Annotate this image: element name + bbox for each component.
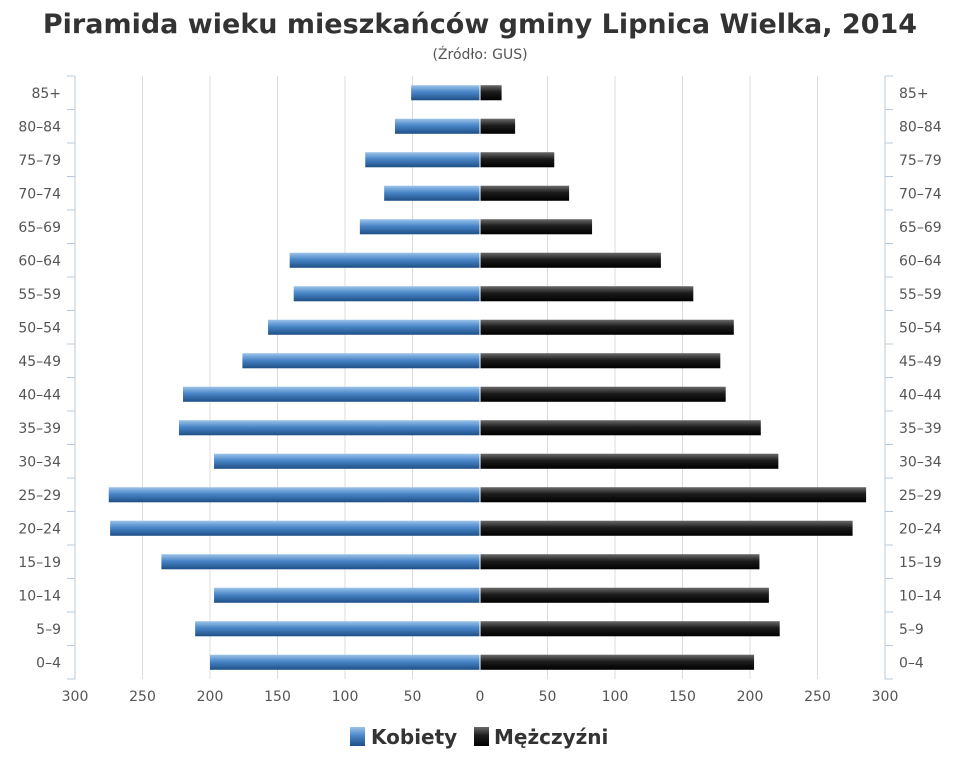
age-label-left-17: 0–4: [36, 655, 61, 671]
bar-kobiety-7[interactable]: [268, 319, 480, 335]
x-tick-label-9: 150: [669, 689, 696, 705]
bar-mezczyzni-4[interactable]: [480, 219, 593, 235]
bar-kobiety-5[interactable]: [289, 252, 480, 268]
x-tick-label-3: 150: [264, 689, 291, 705]
x-tick-label-0: 300: [62, 689, 89, 705]
x-tick-label-1: 250: [129, 689, 156, 705]
legend-swatch-mezczyzni[interactable]: [474, 727, 489, 746]
age-label-right-13: 20–24: [899, 521, 942, 537]
axes: [67, 75, 893, 680]
x-tick-label-12: 300: [872, 689, 899, 705]
age-label-right-5: 60–64: [899, 253, 942, 269]
age-label-right-16: 5–9: [899, 622, 924, 638]
age-label-left-2: 75–79: [18, 153, 61, 169]
bar-mezczyzni-14[interactable]: [480, 554, 760, 570]
chart-subtitle: (Źródło: GUS): [432, 45, 527, 63]
x-tick-label-6: 0: [476, 689, 485, 705]
bar-mezczyzni-13[interactable]: [480, 520, 853, 536]
legend-label-mezczyzni[interactable]: Mężczyźni: [494, 725, 608, 749]
age-label-left-16: 5–9: [36, 622, 61, 638]
age-label-right-4: 65–69: [899, 220, 942, 236]
age-label-left-5: 60–64: [18, 253, 61, 269]
age-label-left-4: 65–69: [18, 220, 61, 236]
age-label-right-7: 50–54: [899, 320, 942, 336]
bar-mezczyzni-9[interactable]: [480, 386, 726, 402]
bar-kobiety-6[interactable]: [293, 286, 480, 302]
bar-kobiety-2[interactable]: [365, 152, 480, 168]
age-label-right-9: 40–44: [899, 387, 942, 403]
bar-kobiety-13[interactable]: [110, 520, 480, 536]
age-label-left-7: 50–54: [18, 320, 61, 336]
age-label-right-2: 75–79: [899, 153, 942, 169]
bar-mezczyzni-17[interactable]: [480, 654, 755, 670]
bar-mezczyzni-10[interactable]: [480, 420, 761, 436]
age-label-left-1: 80–84: [18, 119, 61, 135]
x-tick-label-4: 100: [332, 689, 359, 705]
legend-label-kobiety[interactable]: Kobiety: [371, 725, 457, 749]
bar-mezczyzni-3[interactable]: [480, 185, 570, 201]
age-label-left-6: 55–59: [18, 287, 61, 303]
age-label-right-0: 85+: [899, 86, 929, 102]
age-label-right-12: 25–29: [899, 488, 942, 504]
bar-kobiety-4[interactable]: [359, 219, 480, 235]
bar-kobiety-17[interactable]: [210, 654, 480, 670]
x-tick-label-7: 50: [539, 689, 557, 705]
bar-mezczyzni-7[interactable]: [480, 319, 734, 335]
bar-mezczyzni-11[interactable]: [480, 453, 779, 469]
age-label-left-8: 45–49: [18, 354, 61, 370]
age-label-right-1: 80–84: [899, 119, 942, 135]
age-label-right-17: 0–4: [899, 655, 924, 671]
age-label-right-10: 35–39: [899, 421, 942, 437]
bar-mezczyzni-1[interactable]: [480, 118, 516, 134]
age-label-right-15: 10–14: [899, 588, 942, 604]
age-label-left-13: 20–24: [18, 521, 61, 537]
bar-mezczyzni-0[interactable]: [480, 85, 502, 101]
y-tick-labels: 85+ 85+ 80–84 80–84 75–79 75–79 70–74 70–74 65–6…: [18, 86, 941, 672]
bar-kobiety-3[interactable]: [384, 185, 480, 201]
age-label-left-12: 25–29: [18, 488, 61, 504]
bar-mezczyzni-15[interactable]: [480, 587, 769, 603]
bar-mezczyzni-16[interactable]: [480, 621, 780, 637]
x-tick-label-2: 200: [197, 689, 224, 705]
x-tick-label-11: 250: [804, 689, 831, 705]
age-label-right-11: 30–34: [899, 454, 942, 470]
bar-kobiety-8[interactable]: [242, 353, 480, 369]
bar-mezczyzni-6[interactable]: [480, 286, 694, 302]
age-label-left-14: 15–19: [18, 555, 61, 571]
bar-kobiety-9[interactable]: [183, 386, 480, 402]
legend-swatch-kobiety[interactable]: [350, 727, 365, 746]
bar-kobiety-15[interactable]: [214, 587, 481, 603]
age-label-right-6: 55–59: [899, 287, 942, 303]
bars: [108, 85, 867, 670]
bar-kobiety-10[interactable]: [178, 420, 480, 436]
bar-kobiety-0[interactable]: [411, 85, 480, 101]
bar-kobiety-11[interactable]: [214, 453, 481, 469]
bar-mezczyzni-2[interactable]: [480, 152, 555, 168]
bar-kobiety-14[interactable]: [161, 554, 480, 570]
age-label-left-9: 40–44: [18, 387, 61, 403]
chart-title: Piramida wieku mieszkańców gminy Lipnica…: [43, 9, 917, 40]
bar-kobiety-1[interactable]: [394, 118, 480, 134]
age-label-left-3: 70–74: [18, 186, 61, 202]
bar-kobiety-16[interactable]: [195, 621, 480, 637]
x-tick-label-8: 100: [602, 689, 629, 705]
age-label-right-8: 45–49: [899, 354, 942, 370]
age-label-left-11: 30–34: [18, 454, 61, 470]
age-label-left-0: 85+: [31, 86, 61, 102]
bar-kobiety-12[interactable]: [108, 487, 480, 503]
bar-mezczyzni-8[interactable]: [480, 353, 721, 369]
age-label-left-10: 35–39: [18, 421, 61, 437]
bar-mezczyzni-5[interactable]: [480, 252, 661, 268]
age-label-right-14: 15–19: [899, 555, 942, 571]
legend: Kobiety Mężczyźni: [350, 725, 608, 749]
age-label-left-15: 10–14: [18, 588, 61, 604]
age-label-right-3: 70–74: [899, 186, 942, 202]
x-tick-label-5: 50: [404, 689, 422, 705]
bar-mezczyzni-12[interactable]: [480, 487, 867, 503]
x-tick-label-10: 200: [737, 689, 764, 705]
x-tick-labels: 300 250 200 150 100 50 0 50 100 150 200 250 300: [62, 689, 899, 705]
